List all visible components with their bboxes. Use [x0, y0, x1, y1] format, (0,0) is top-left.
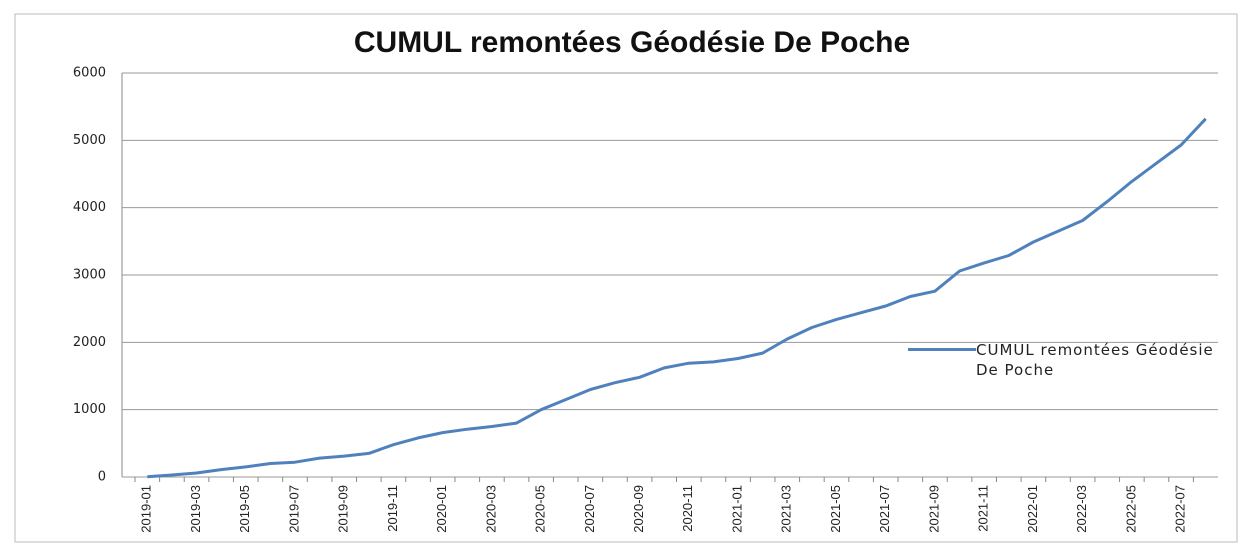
x-tick-label: 2020-01: [434, 485, 449, 533]
x-tick-label: 2020-03: [483, 485, 498, 533]
x-tick-label: 2022-01: [1025, 485, 1040, 533]
x-tick-label: 2019-11: [385, 485, 400, 532]
y-tick-label: 1000: [73, 402, 106, 417]
chart-frame: [14, 13, 1238, 543]
x-tick-label: 2019-03: [188, 485, 203, 533]
x-tick-label: 2022-03: [1074, 485, 1089, 533]
x-tick-label: 2019-07: [286, 485, 301, 533]
y-tick-label: 6000: [73, 66, 106, 81]
data-line: [147, 117, 1207, 479]
y-tick-label: 4000: [73, 200, 106, 215]
y-tick-label: 3000: [73, 268, 106, 283]
x-tick-label: 2022-05: [1123, 485, 1138, 533]
legend-swatch: [908, 348, 976, 351]
chart-title: CUMUL remontées Géodésie De Poche: [354, 26, 910, 59]
x-tick-label: 2021-09: [926, 485, 941, 533]
legend-label: CUMUL remontées Géodésie De Poche: [976, 341, 1214, 379]
x-tick-label: 2019-09: [336, 485, 351, 533]
x-tick-label: 2020-09: [631, 485, 646, 533]
y-tick-label: 0: [98, 470, 106, 485]
x-tick-label: 2021-11: [976, 485, 991, 532]
x-tick-label: 2021-07: [877, 485, 892, 533]
x-tick-label: 2021-01: [729, 485, 744, 533]
x-tick-label: 2020-07: [582, 485, 597, 533]
legend: CUMUL remontées Géodésie De Poche: [908, 340, 1238, 380]
x-tick-label: 2020-11: [680, 485, 695, 532]
x-tick-label: 2022-07: [1173, 485, 1188, 533]
x-tick-label: 2021-03: [779, 485, 794, 533]
x-tick-label: 2019-01: [139, 485, 154, 533]
y-tick-label: 2000: [73, 335, 106, 350]
x-tick-label: 2021-05: [828, 485, 843, 533]
x-tick-label: 2019-05: [237, 485, 252, 533]
x-tick-label: 2020-05: [533, 485, 548, 533]
y-tick-label: 5000: [73, 133, 106, 148]
